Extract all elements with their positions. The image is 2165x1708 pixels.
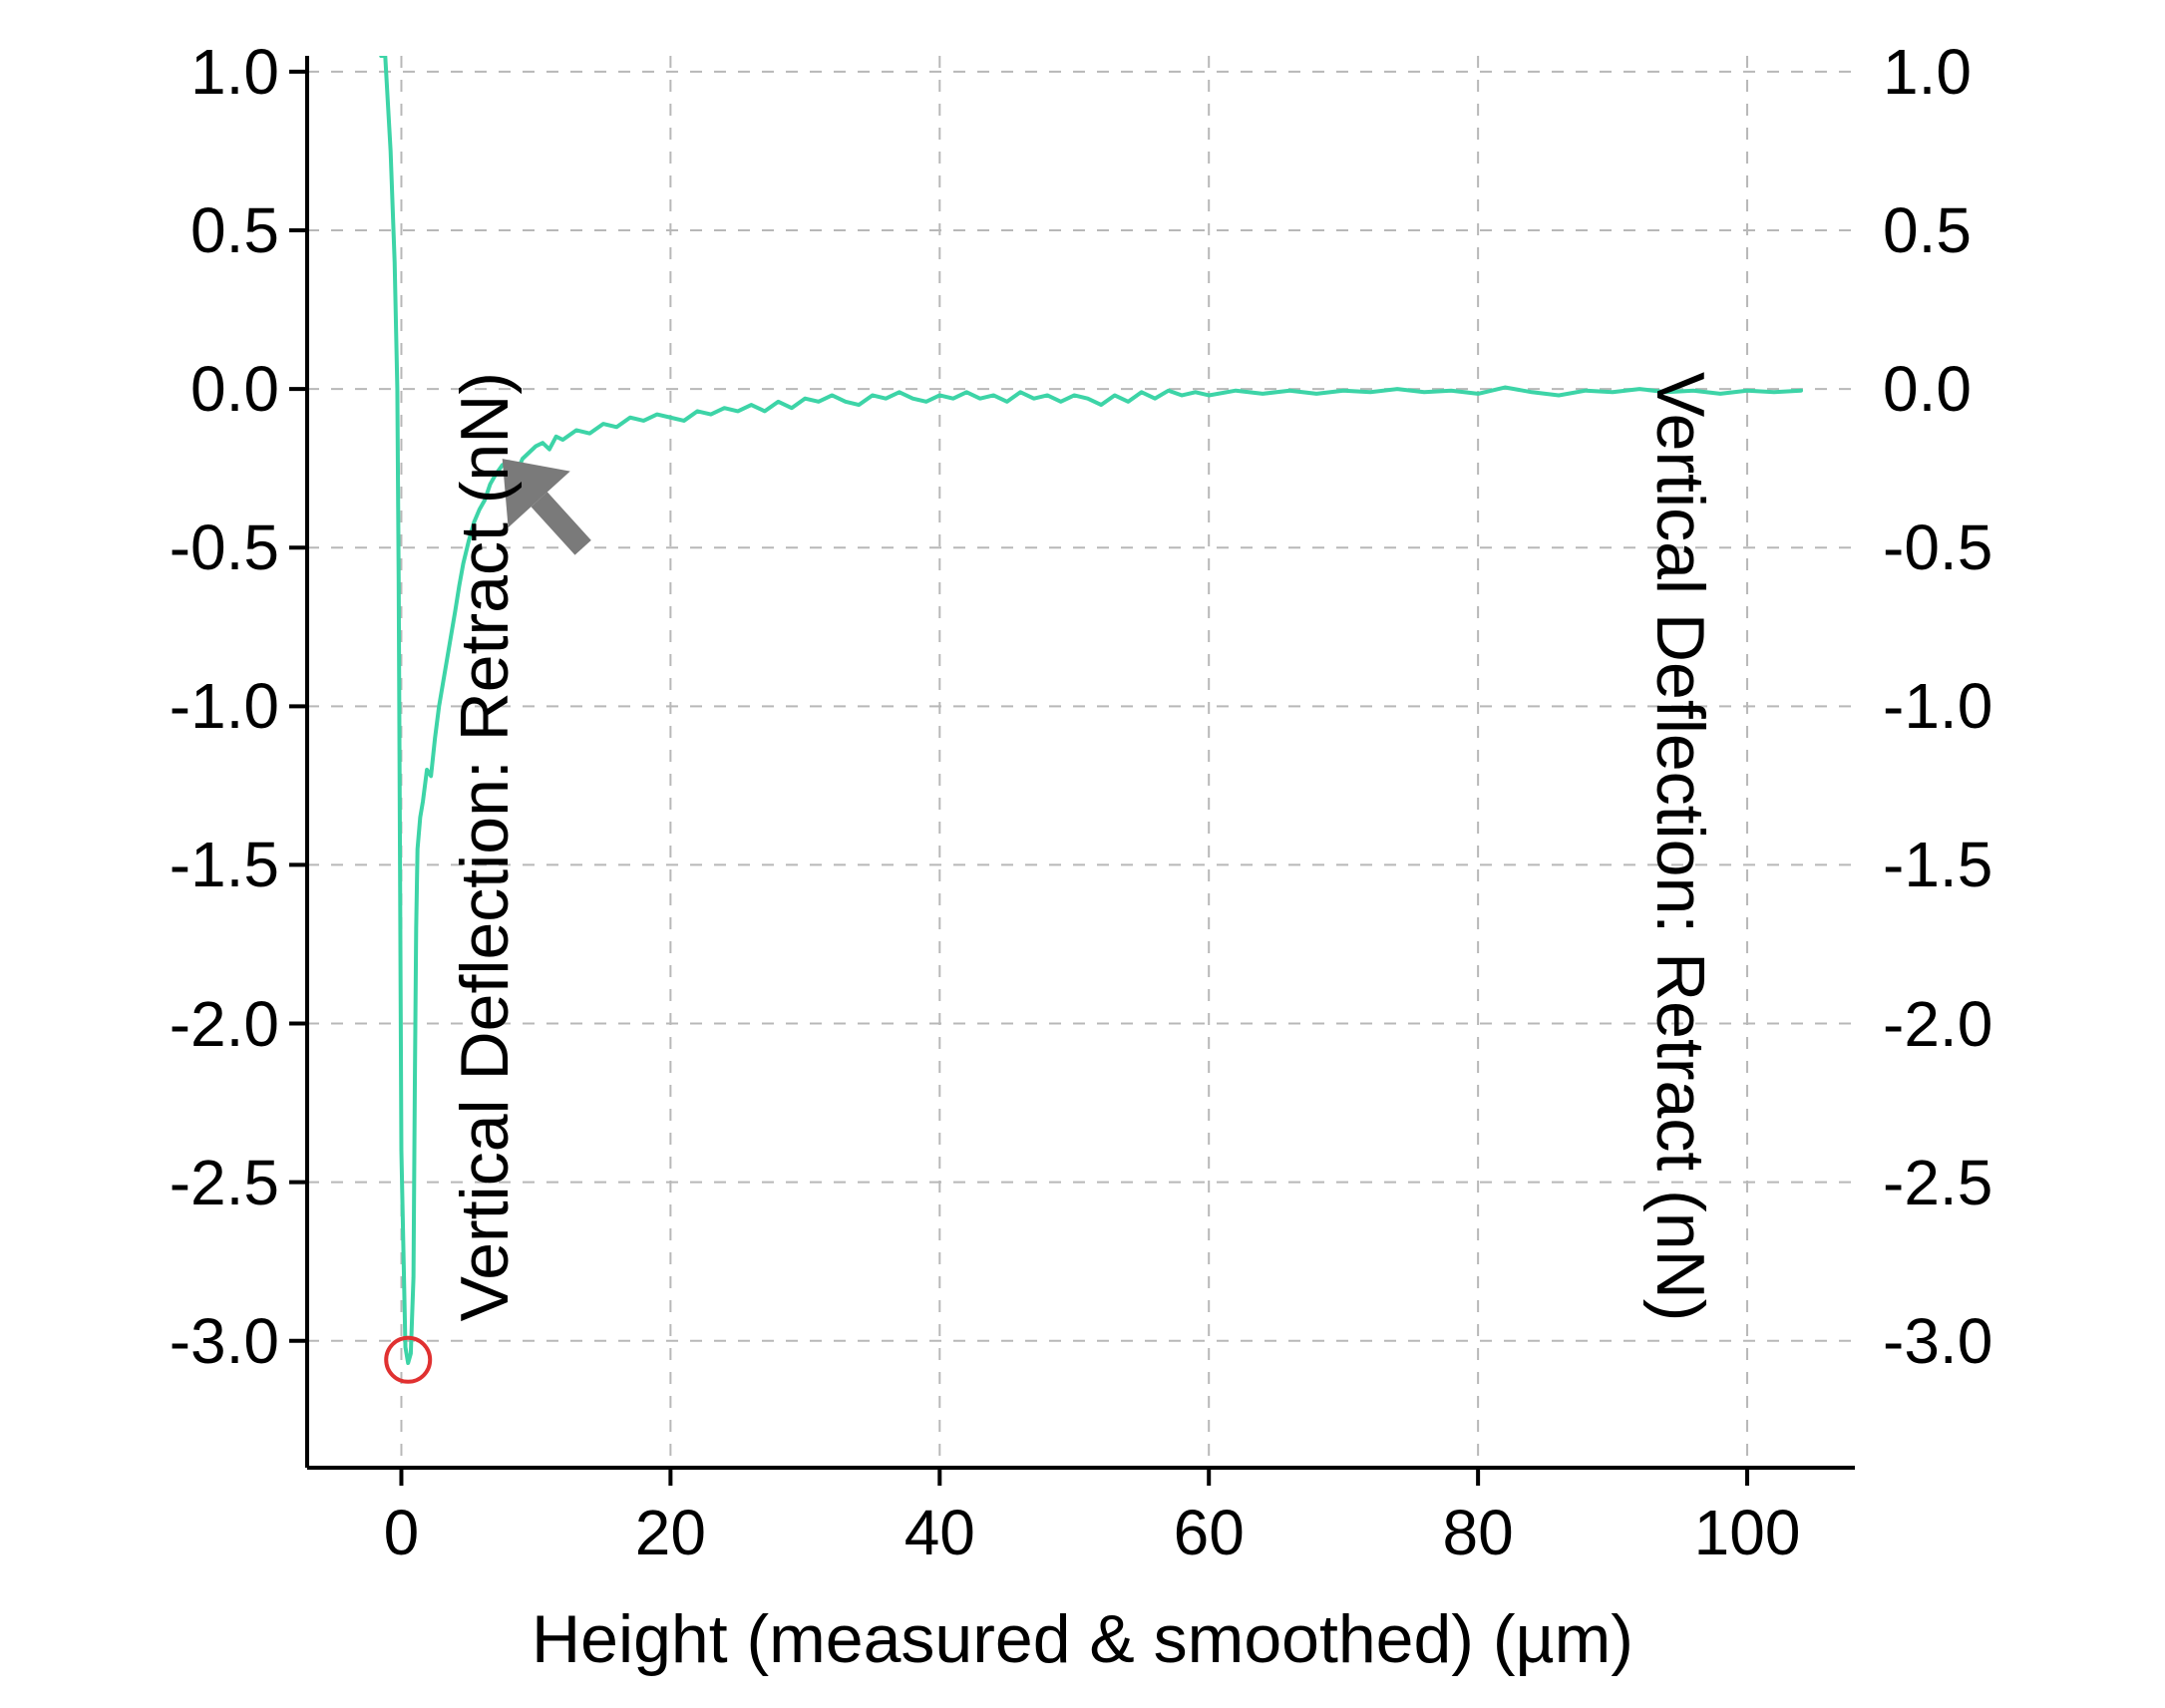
y-tick-label-right: -3.0 — [1883, 1304, 1992, 1378]
x-tick-label: 40 — [904, 1496, 975, 1569]
y-tick-label-left: 0.5 — [190, 193, 279, 267]
y-tick-label-right: -1.5 — [1883, 828, 1992, 901]
y-tick-label-left: -1.0 — [170, 669, 279, 743]
y-tick-label-right: -0.5 — [1883, 511, 1992, 584]
y-tick-label-left: 1.0 — [190, 35, 279, 109]
y-tick-label-left: -2.0 — [170, 987, 279, 1061]
y-axis-label-left: Vertical Deflection: Retract (nN) — [446, 372, 524, 1321]
x-tick-label: 100 — [1694, 1496, 1801, 1569]
y-tick-label-left: -1.5 — [170, 828, 279, 901]
line-chart — [0, 0, 2165, 1708]
y-tick-label-left: -3.0 — [170, 1304, 279, 1378]
x-tick-label: 0 — [384, 1496, 420, 1569]
y-tick-label-right: 1.0 — [1883, 35, 1972, 109]
y-tick-label-left: -2.5 — [170, 1146, 279, 1219]
y-axis-label-right: Vertical Deflection: Retract (nN) — [1641, 372, 1719, 1321]
retract-curve — [381, 56, 1801, 1363]
x-tick-label: 80 — [1443, 1496, 1514, 1569]
grid — [307, 56, 1855, 1468]
x-tick-label: 20 — [635, 1496, 706, 1569]
y-tick-label-right: -2.5 — [1883, 1146, 1992, 1219]
y-tick-label-left: -0.5 — [170, 511, 279, 584]
y-tick-label-left: 0.0 — [190, 352, 279, 426]
y-tick-label-right: -2.0 — [1883, 987, 1992, 1061]
y-tick-label-right: 0.0 — [1883, 352, 1972, 426]
x-axis-label: Height (measured & smoothed) (µm) — [532, 1600, 1633, 1678]
y-tick-label-right: 0.5 — [1883, 193, 1972, 267]
chart-container: Vertical Deflection: Retract (nN) Vertic… — [0, 0, 2165, 1708]
y-tick-label-right: -1.0 — [1883, 669, 1992, 743]
x-tick-label: 60 — [1174, 1496, 1245, 1569]
